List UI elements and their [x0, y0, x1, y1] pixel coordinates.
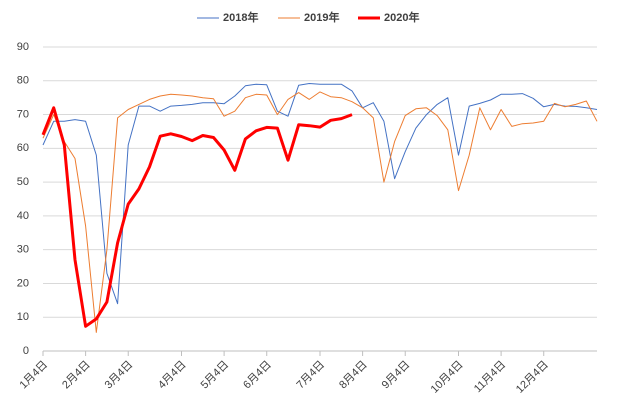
- y-tick-label: 80: [17, 75, 29, 87]
- x-tick-label: 3月4日: [103, 359, 136, 392]
- legend-label: 2020年: [384, 10, 419, 24]
- x-tick-label: 8月4日: [337, 359, 370, 392]
- series-line: [42, 83, 598, 305]
- x-tick-label: 1月4日: [17, 359, 50, 392]
- y-tick-label: 60: [17, 142, 29, 154]
- x-tick-label: 12月4日: [514, 359, 551, 396]
- x-tick-label: 2月4日: [60, 359, 93, 392]
- y-tick-label: 20: [17, 277, 29, 289]
- series-line: [41, 106, 353, 328]
- series-line: [42, 91, 598, 333]
- legend-label: 2019年: [304, 10, 339, 24]
- y-tick-label: 70: [17, 108, 29, 120]
- x-tick-label: 6月4日: [241, 359, 274, 392]
- x-tick-label: 11月4日: [472, 359, 508, 395]
- y-tick-label: 50: [17, 176, 29, 188]
- legend-label: 2018年: [223, 10, 258, 24]
- x-tick-label: 10月4日: [429, 359, 466, 396]
- x-tick-label: 9月4日: [380, 359, 413, 392]
- x-tick-label: 7月4日: [294, 359, 327, 392]
- y-tick-label: 30: [17, 244, 29, 256]
- x-tick-label: 5月4日: [199, 359, 232, 392]
- y-tick-label: 0: [23, 345, 29, 357]
- y-tick-label: 10: [17, 311, 29, 323]
- y-tick-label: 90: [17, 41, 29, 53]
- y-tick-label: 40: [17, 210, 29, 222]
- x-tick-label: 4月4日: [156, 359, 189, 392]
